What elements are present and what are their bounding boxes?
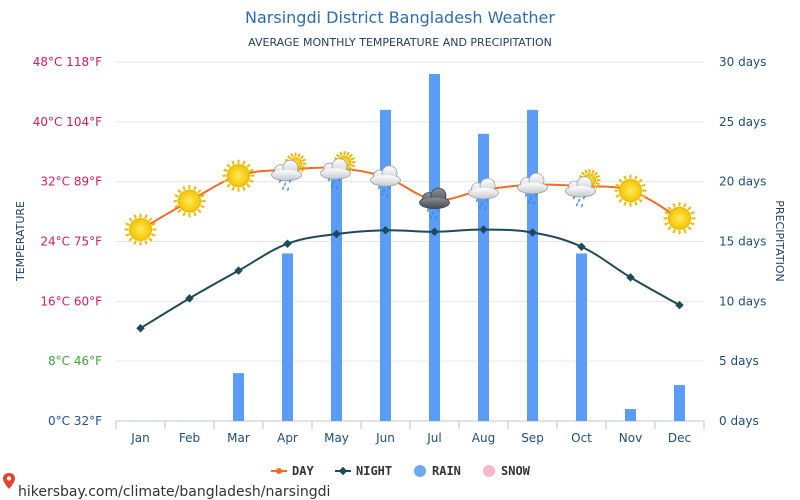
y-tick-left: 32°C 89°F	[40, 175, 102, 189]
temperature-lines	[136, 166, 684, 333]
storm-cloud-icon	[419, 187, 450, 220]
rain-cloud-icon	[468, 177, 499, 211]
y-tick-right: 30 days	[719, 55, 766, 69]
night-temperature-point	[234, 266, 243, 275]
rain-bar	[282, 253, 293, 421]
night-temperature-point	[675, 300, 684, 310]
night-temperature-point	[332, 229, 341, 239]
rain-bar	[478, 133, 489, 422]
rain-cloud-icon	[517, 172, 548, 205]
night-temperature-line	[139, 228, 680, 330]
rain-bar	[331, 169, 342, 421]
legend-swatch	[414, 465, 426, 477]
rain-bars	[233, 73, 685, 422]
x-tick-label: Dec	[668, 431, 691, 445]
rain-bar	[527, 109, 538, 421]
rain-cloud-icon	[370, 165, 401, 198]
x-tick-label: Jan	[130, 431, 150, 445]
legend-item-night[interactable]: NIGHT	[335, 464, 392, 478]
rain-bar	[429, 73, 440, 421]
night-temperature-point	[136, 324, 145, 333]
x-tick-label: Feb	[179, 431, 200, 445]
sun-icon	[663, 202, 696, 235]
x-tick-label: Oct	[571, 431, 592, 445]
chart-title: Narsingdi District Bangladesh Weather	[245, 8, 555, 27]
x-tick-label: Aug	[472, 431, 495, 445]
night-temperature-point	[626, 273, 635, 282]
x-tick-label: Mar	[227, 431, 250, 445]
y-tick-left: 0°C 32°F	[48, 414, 102, 428]
y-tick-right: 5 days	[719, 354, 759, 368]
night-temperature-point	[381, 226, 390, 235]
sun-rain-cloud-icon	[271, 152, 307, 191]
x-tick-label: May	[324, 431, 349, 445]
sun-rain-cloud-icon	[320, 151, 356, 190]
rain-bar	[233, 373, 244, 421]
rain-bar	[380, 109, 391, 421]
left-axis-ticks: 0°C 32°F 8°C 46°F 16°C 60°F 24°C 75°F 32°C 8…	[33, 55, 102, 428]
legend-label: RAIN	[432, 464, 461, 478]
y-tick-right: 25 days	[719, 115, 766, 129]
night-temperature-point	[283, 239, 292, 248]
y-tick-left: 40°C 104°F	[33, 115, 102, 129]
rain-bar	[674, 385, 685, 421]
legend-label: SNOW	[501, 464, 531, 478]
source-link[interactable]: hikersbay.com/climate/bangladesh/narsing…	[18, 484, 330, 500]
night-temperature-point	[430, 227, 439, 237]
footer[interactable]: hikersbay.com/climate/bangladesh/narsing…	[3, 473, 330, 500]
sun-icon	[614, 174, 647, 207]
x-tick-label: Jul	[426, 431, 441, 445]
legend-item-day[interactable]: DAY	[271, 464, 314, 478]
x-tick-label: Apr	[277, 431, 298, 445]
rain-bar	[625, 409, 636, 421]
sun-icon	[173, 185, 206, 218]
legend-item-rain[interactable]: RAIN	[414, 464, 461, 478]
y-tick-right: 0 days	[719, 414, 759, 428]
sun-icon	[124, 213, 157, 246]
x-tick-label: Jun	[375, 431, 395, 445]
grid-lines	[115, 61, 705, 429]
legend-item-snow[interactable]: SNOW	[483, 464, 531, 478]
x-tick-label: Nov	[619, 431, 642, 445]
night-temperature-point	[185, 294, 194, 303]
y-tick-right: 20 days	[719, 175, 766, 189]
legend: DAY NIGHT RAIN SNOW	[271, 464, 531, 478]
night-temperature-point	[577, 242, 586, 251]
legend-marker	[276, 468, 282, 474]
rain-bar	[576, 253, 587, 421]
y-tick-left: 24°C 75°F	[40, 235, 102, 249]
y-axis-label-left: TEMPERATURE	[14, 201, 27, 282]
y-tick-left: 8°C 46°F	[48, 354, 102, 368]
month-axis-ticks: Jan Feb Mar Apr May Jun Jul Aug Sep Oct Nov Dec	[130, 431, 691, 445]
legend-label: NIGHT	[356, 464, 392, 478]
y-tick-right: 15 days	[719, 235, 766, 249]
right-axis-ticks: 0 days 5 days 10 days 15 days 20 days 25 days…	[719, 55, 766, 428]
weather-icons	[124, 151, 696, 246]
night-temperature-point	[479, 225, 488, 234]
sun-rain-cloud-icon	[565, 169, 601, 208]
legend-marker	[338, 466, 348, 476]
y-tick-left: 48°C 118°F	[33, 55, 102, 69]
legend-swatch	[483, 465, 495, 477]
y-tick-right: 10 days	[719, 294, 766, 308]
sun-icon	[222, 159, 255, 192]
legend-label: DAY	[292, 464, 314, 478]
chart-subtitle: AVERAGE MONTHLY TEMPERATURE AND PRECIPIT…	[248, 36, 552, 49]
y-axis-label-right: PRECIPITATION	[773, 200, 786, 281]
x-tick-label: Sep	[521, 431, 544, 445]
y-tick-left: 16°C 60°F	[40, 294, 102, 308]
location-pin-icon	[3, 473, 15, 489]
